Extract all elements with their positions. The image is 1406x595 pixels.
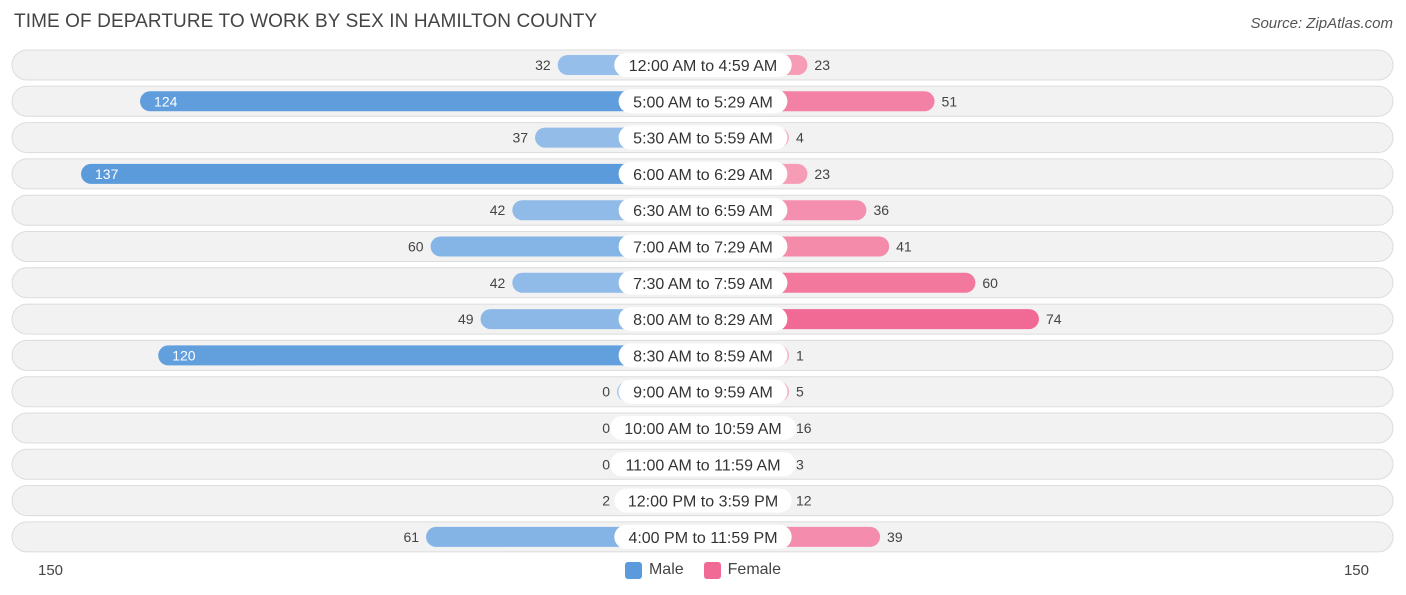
value-label-female: 60 [982, 275, 998, 291]
category-label: 6:00 AM to 6:29 AM [633, 167, 773, 184]
category-label: 9:00 AM to 9:59 AM [633, 385, 773, 402]
legend-item-female[interactable]: Female [703, 561, 782, 579]
category-label: 7:30 AM to 7:59 AM [633, 276, 773, 293]
value-label-female: 36 [873, 202, 889, 218]
legend-swatch-female [703, 561, 721, 579]
chart-source: Source: ZipAtlas.com [1250, 15, 1393, 32]
category-label: 6:30 AM to 6:59 AM [633, 203, 773, 220]
category-label: 12:00 AM to 4:59 AM [629, 58, 778, 75]
category-label: 10:00 AM to 10:59 AM [624, 421, 781, 438]
category-pill [618, 89, 788, 114]
category-pill [618, 343, 788, 368]
value-label-male: 49 [458, 311, 474, 327]
legend-label-female: Female [727, 561, 782, 578]
value-label-female: 23 [814, 166, 830, 182]
value-label-female: 1 [796, 347, 804, 363]
category-pill [618, 198, 788, 223]
category-pill [618, 270, 788, 295]
value-label-female: 39 [887, 529, 903, 545]
category-label: 8:00 AM to 8:29 AM [633, 312, 773, 329]
category-label: 11:00 AM to 11:59 AM [625, 457, 780, 474]
category-pill [610, 416, 796, 440]
category-label: 12:00 PM to 3:59 PM [628, 494, 778, 511]
category-label: 5:30 AM to 5:59 AM [633, 131, 773, 148]
category-label: 4:00 PM to 11:59 PM [628, 530, 777, 547]
value-label-female: 12 [796, 493, 812, 509]
category-pill [618, 161, 788, 186]
value-label-female: 23 [814, 57, 830, 73]
bar-male[interactable] [158, 345, 703, 366]
value-label-male: 124 [154, 93, 178, 109]
value-label-female: 3 [796, 456, 804, 472]
bar-female[interactable] [703, 309, 1039, 330]
value-label-male: 42 [490, 275, 506, 291]
value-label-male: 2 [602, 493, 610, 509]
value-label-female: 16 [796, 420, 812, 436]
value-label-female: 51 [942, 93, 958, 109]
category-pill [610, 452, 796, 477]
bar-male[interactable] [140, 91, 704, 112]
category-label: 5:00 AM to 5:29 AM [633, 94, 773, 111]
value-label-male: 37 [512, 130, 528, 146]
legend: Male Female [0, 561, 1406, 579]
axis-left-label: 150 [38, 562, 64, 579]
value-label-male: 120 [172, 347, 196, 363]
value-label-female: 4 [796, 130, 804, 146]
value-label-male: 0 [602, 384, 610, 400]
category-pill [618, 234, 788, 259]
value-label-male: 32 [535, 57, 551, 73]
value-label-male: 0 [602, 456, 610, 472]
category-pill [618, 379, 788, 404]
axis-right-label: 150 [1343, 562, 1369, 579]
value-label-female: 5 [796, 384, 804, 400]
legend-swatch-male [624, 561, 642, 579]
value-label-female: 74 [1046, 311, 1062, 327]
category-label: 7:00 AM to 7:29 AM [633, 240, 773, 257]
category-pill [614, 488, 792, 513]
category-pill [618, 125, 788, 150]
category-pill [618, 307, 788, 332]
value-label-male: 42 [490, 202, 506, 218]
value-label-male: 137 [95, 166, 119, 182]
legend-label-male: Male [648, 561, 684, 578]
category-label: 8:30 AM to 8:59 AM [633, 348, 773, 365]
bar-male[interactable] [81, 163, 703, 184]
value-label-male: 60 [408, 239, 424, 255]
value-label-female: 41 [896, 239, 912, 255]
chart-title: TIME OF DEPARTURE TO WORK BY SEX IN HAMI… [14, 11, 598, 32]
category-pill [614, 53, 792, 77]
legend-item-male[interactable]: Male [624, 561, 684, 579]
category-pill [614, 524, 792, 549]
value-label-male: 0 [602, 420, 610, 436]
value-label-male: 61 [403, 529, 419, 545]
